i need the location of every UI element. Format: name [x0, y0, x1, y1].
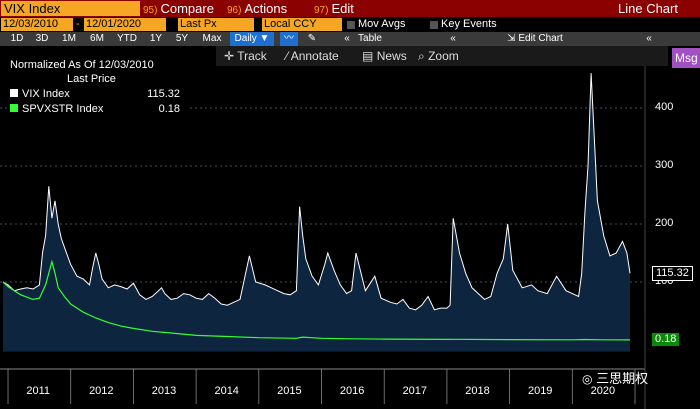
edit-chart-button[interactable]: ⇲ Edit Chart: [500, 32, 570, 46]
mov-avgs-checkbox[interactable]: [347, 21, 355, 29]
x-tick-label-2018: 2018: [465, 385, 490, 397]
legend-item-spvxstr[interactable]: SPVXSTR Index 0.18: [10, 103, 186, 116]
line-chart: [0, 66, 700, 409]
pencil-icon: ✎: [307, 33, 317, 44]
news-label: News: [376, 49, 407, 63]
line-chart-icon: 〰: [284, 33, 294, 44]
range-3d-button[interactable]: 3D: [35, 33, 49, 44]
range-bar: 1D 3D 1M 6M YTD 1Y 5Y Max Daily ▼ 〰 ✎ « …: [0, 32, 700, 46]
collapse-left-button[interactable]: «: [340, 32, 354, 46]
magnifier-icon: ⌕: [418, 49, 425, 63]
range-ytd-button[interactable]: YTD: [117, 33, 137, 44]
legend-swatch-vix: [10, 89, 18, 97]
currency-field[interactable]: Local CCY: [262, 18, 342, 31]
x-axis-band: [0, 369, 700, 409]
key-events-label: Key Events: [441, 18, 497, 30]
last-value-tag-vix: 115.32: [652, 266, 693, 282]
legend-swatch-spvxstr: [10, 104, 18, 112]
edit-label: Edit: [331, 1, 354, 16]
x-tick-label-2017: 2017: [402, 385, 428, 397]
annotate-icon: ⁄: [286, 49, 289, 63]
draw-tool-button[interactable]: ✎: [305, 32, 319, 46]
compare-label: Compare: [160, 1, 214, 16]
track-button[interactable]: ✛ Track: [224, 48, 267, 64]
frequency-dropdown[interactable]: Daily ▼: [230, 32, 274, 46]
vix-area: [3, 73, 630, 352]
double-chevron-left-icon: «: [646, 33, 652, 44]
edit-menu[interactable]: 97) Edit: [314, 0, 354, 17]
legend-value-spvxstr: 0.18: [158, 103, 180, 115]
y-tick-label-300: 300: [655, 159, 674, 171]
y-tick-label-400: 400: [655, 101, 674, 113]
x-tick-label-2013: 2013: [151, 385, 177, 397]
x-tick-label-2012: 2012: [89, 385, 114, 397]
series-marks: [2, 73, 631, 352]
actions-menu[interactable]: 96) Actions: [227, 0, 287, 17]
vix-line: [2, 73, 631, 311]
collapse-table-button[interactable]: «: [446, 32, 460, 46]
y-tick-label-200: 200: [655, 217, 674, 229]
frequency-label: Daily: [234, 33, 257, 44]
legend-normalized-title: Normalized As Of 12/03/2010: [10, 59, 154, 71]
legend-name-spvxstr: SPVXSTR Index: [22, 103, 104, 115]
spvxstr-line: [2, 259, 631, 341]
key-events-checkbox[interactable]: [430, 21, 438, 29]
range-6m-button[interactable]: 6M: [90, 33, 104, 44]
range-max-button[interactable]: Max: [202, 33, 222, 44]
security-field[interactable]: VIX Index: [1, 1, 140, 16]
edit-num: 97): [314, 5, 329, 16]
zoom-button[interactable]: ⌕ Zoom: [418, 48, 459, 64]
x-tick-label-2014: 2014: [214, 385, 239, 397]
mov-avgs-label: Mov Avgs: [358, 18, 406, 30]
chart-title: Line Chart: [618, 1, 678, 16]
msg-button[interactable]: Msg: [672, 48, 700, 68]
date-separator: -: [76, 18, 80, 30]
watermark: ◎ 三思期权: [582, 368, 648, 387]
last-value-tag-spvxstr: 0.18: [652, 332, 680, 346]
actions-num: 96): [227, 5, 242, 16]
wechat-icon: ◎: [582, 372, 593, 386]
range-1y-button[interactable]: 1Y: [149, 33, 163, 44]
collapse-right-button[interactable]: «: [642, 32, 656, 46]
track-label: Track: [237, 49, 267, 63]
compare-num: 95): [143, 5, 158, 16]
x-tick-label-2016: 2016: [339, 385, 365, 397]
controls-bar: 12/03/2010 - 12/01/2020 Last Px Local CC…: [0, 17, 700, 32]
end-date-field[interactable]: 12/01/2020: [84, 18, 166, 31]
table-button[interactable]: Table: [358, 33, 382, 44]
range-1d-button[interactable]: 1D: [10, 33, 24, 44]
header-bar: VIX Index 95) Compare 96) Actions 97) Edit …: [0, 0, 700, 17]
compare-menu[interactable]: 95) Compare: [143, 0, 214, 17]
edit-chart-icon: ⇲: [507, 33, 516, 44]
edit-chart-label: Edit Chart: [518, 33, 563, 44]
news-icon: ▤: [362, 49, 374, 63]
x-tick-label-2011: 2011: [26, 385, 51, 397]
double-chevron-left-icon: «: [344, 33, 350, 44]
x-axis: [0, 66, 700, 409]
legend-name-vix: VIX Index: [22, 88, 70, 100]
legend-last-price-title: Last Price: [67, 73, 116, 85]
news-button[interactable]: ▤ News: [362, 48, 407, 64]
actions-label: Actions: [244, 1, 288, 16]
annotate-button[interactable]: ⁄ Annotate: [286, 48, 339, 64]
x-tick-label-2019: 2019: [527, 385, 553, 397]
range-5y-button[interactable]: 5Y: [175, 33, 189, 44]
chevron-down-icon: ▼: [259, 33, 270, 44]
legend-value-vix: 115.32: [147, 88, 180, 100]
start-date-field[interactable]: 12/03/2010: [1, 18, 73, 31]
zoom-label: Zoom: [428, 49, 459, 63]
annotate-label: Annotate: [290, 49, 339, 63]
watermark-text: 三思期权: [596, 371, 649, 386]
legend-item-vix[interactable]: VIX Index 115.32: [10, 88, 186, 101]
crosshair-icon: ✛: [224, 49, 235, 63]
double-chevron-left-icon: «: [450, 33, 456, 44]
legend: Normalized As Of 12/03/2010 Last Price V…: [8, 57, 188, 121]
chart-toolbar: ✛ Track ⁄ Annotate ▤ News ⌕ Zoom: [216, 46, 668, 66]
x-tick-label-2020: 2020: [590, 385, 616, 397]
range-1m-button[interactable]: 1M: [62, 33, 76, 44]
x-tick-label-2015: 2015: [277, 385, 302, 397]
price-field[interactable]: Last Px: [178, 18, 254, 31]
line-type-button[interactable]: 〰: [280, 32, 298, 46]
